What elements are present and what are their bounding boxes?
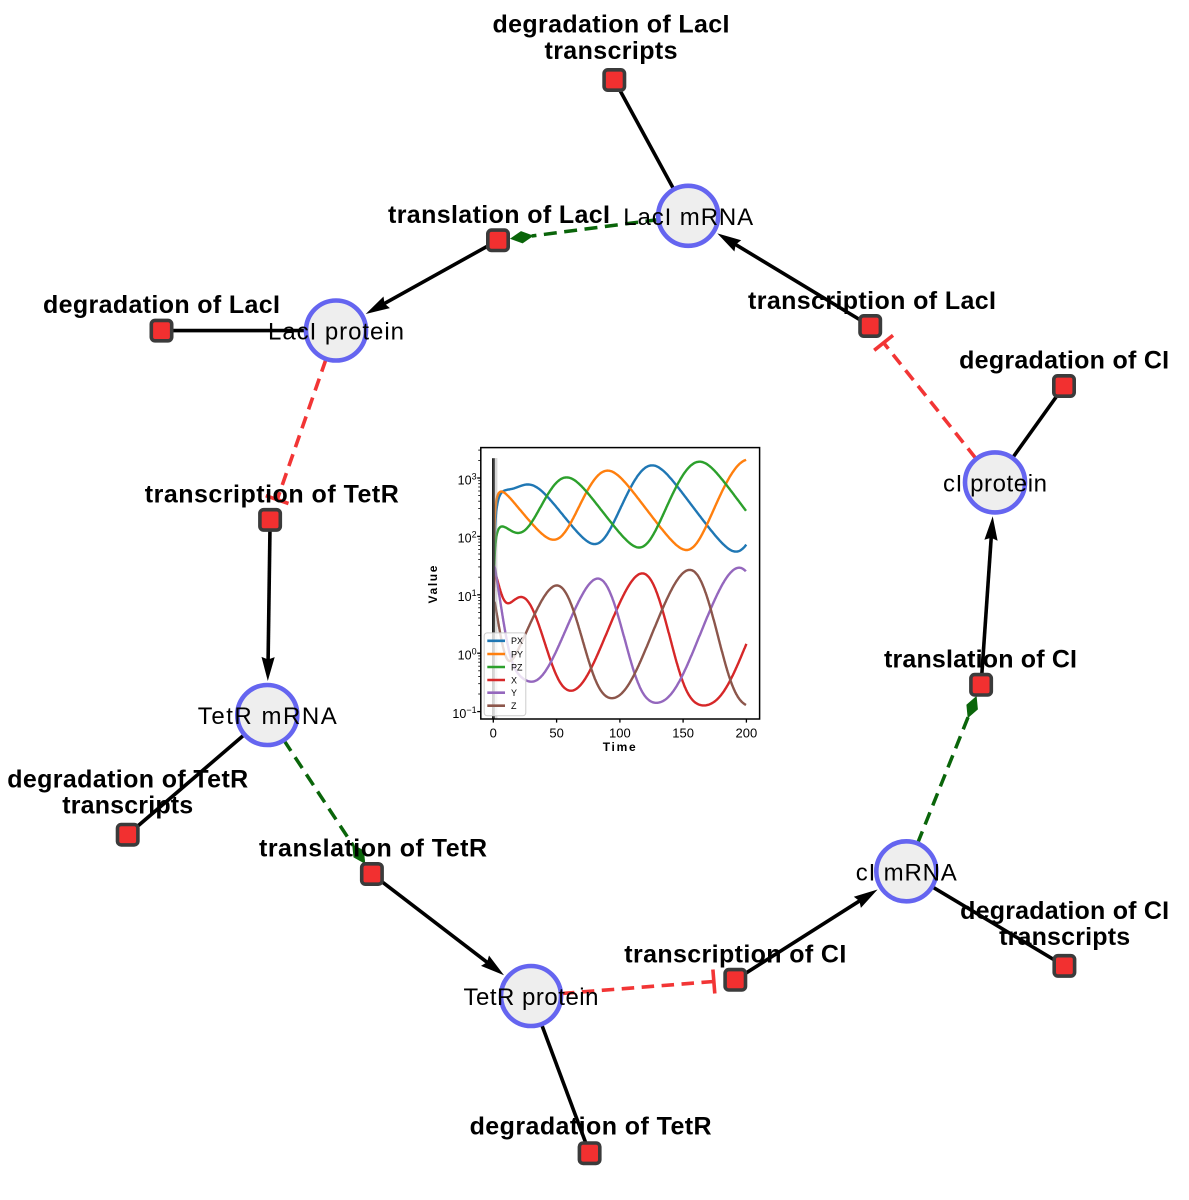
svg-text:200: 200	[736, 726, 758, 741]
svg-text:50: 50	[549, 726, 563, 741]
svg-text:degradation of LacI: degradation of LacI	[493, 11, 730, 39]
svg-text:Y: Y	[511, 688, 517, 698]
svg-text:degradation of TetR: degradation of TetR	[470, 1113, 712, 1141]
svg-text:translation of LacI: translation of LacI	[388, 201, 610, 229]
svg-text:0: 0	[490, 726, 497, 741]
svg-text:degradation of CI: degradation of CI	[959, 347, 1169, 375]
svg-text:Value: Value	[426, 565, 440, 603]
svg-text:X: X	[511, 675, 517, 685]
svg-text:translation of CI: translation of CI	[884, 645, 1077, 673]
svg-text:transcripts: transcripts	[999, 923, 1130, 951]
svg-text:Time: Time	[603, 740, 636, 754]
svg-text:degradation of LacI: degradation of LacI	[43, 291, 280, 319]
svg-text:LacI protein: LacI protein	[268, 319, 404, 346]
svg-text:transcription of CI: transcription of CI	[624, 940, 846, 968]
svg-text:TetR protein: TetR protein	[464, 984, 599, 1011]
svg-text:100: 100	[609, 726, 631, 741]
svg-text:transcription of TetR: transcription of TetR	[145, 480, 399, 508]
svg-text:PX: PX	[511, 636, 523, 646]
svg-text:transcripts: transcripts	[62, 792, 193, 820]
svg-text:Z: Z	[511, 701, 517, 711]
svg-text:translation of TetR: translation of TetR	[259, 835, 487, 863]
svg-text:degradation of TetR: degradation of TetR	[7, 766, 248, 794]
svg-text:LacI mRNA: LacI mRNA	[623, 204, 753, 231]
svg-text:TetR mRNA: TetR mRNA	[198, 703, 337, 730]
svg-text:PZ: PZ	[511, 662, 523, 672]
svg-text:150: 150	[672, 726, 694, 741]
svg-text:cI protein: cI protein	[943, 470, 1047, 497]
svg-text:cI mRNA: cI mRNA	[856, 859, 957, 886]
svg-text:transcription of LacI: transcription of LacI	[748, 287, 996, 315]
svg-text:transcripts: transcripts	[545, 37, 678, 65]
svg-text:degradation of CI: degradation of CI	[960, 897, 1169, 925]
svg-text:PY: PY	[511, 649, 523, 659]
